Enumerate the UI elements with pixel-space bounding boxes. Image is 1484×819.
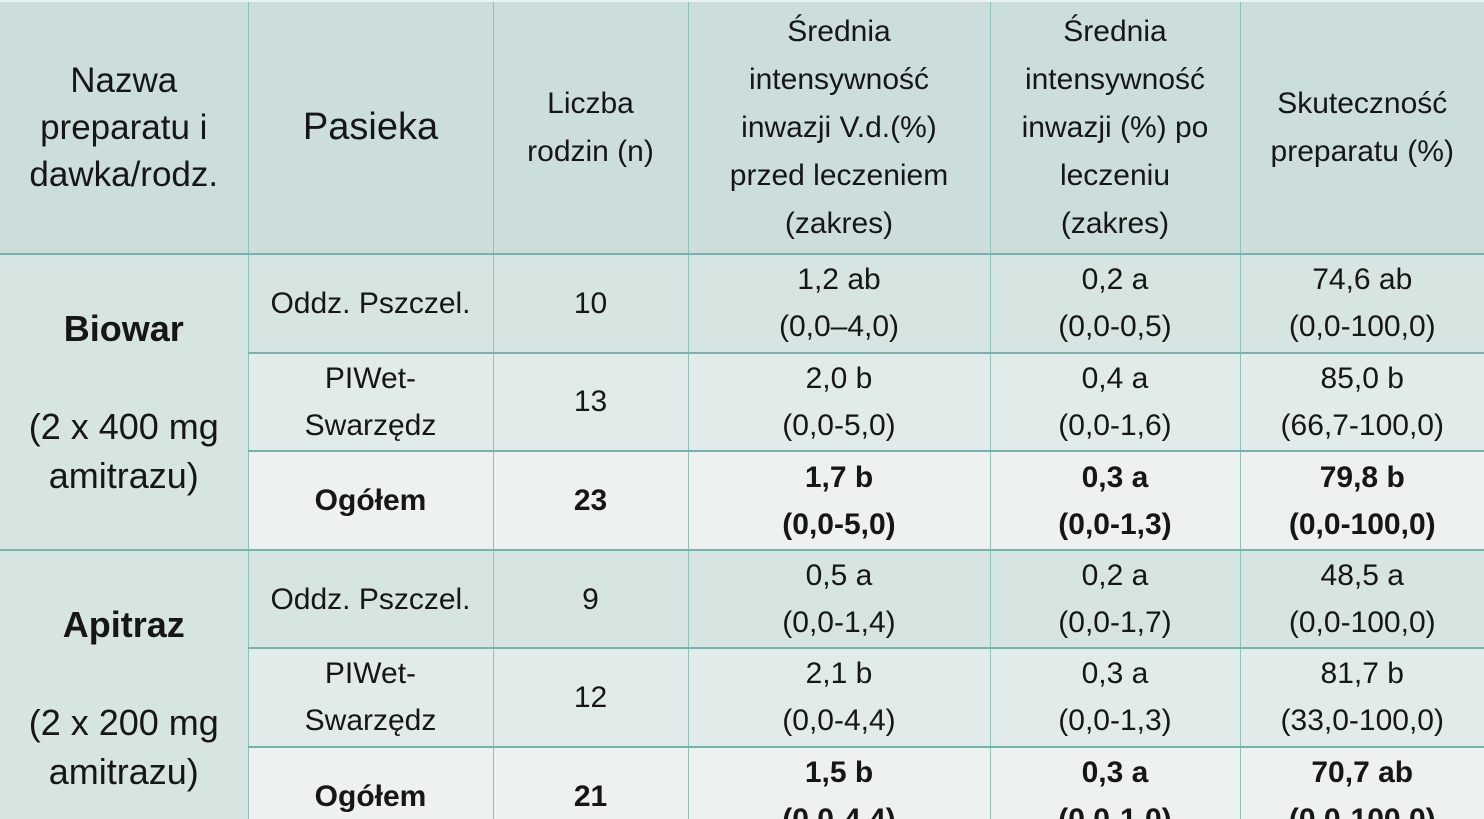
cell-before: 2,1 b (0,0-4,4)	[688, 648, 991, 748]
group-name-biowar: Biowar	[63, 308, 184, 349]
cell-n: 10	[493, 254, 689, 354]
cell-efficacy: 74,6 ab (0,0-100,0)	[1240, 254, 1484, 354]
table-row-biowar-piwet: PIWet- Swarzędz 13 2,0 b (0,0-5,0) 0,4 a…	[0, 352, 1484, 453]
cell-efficacy: 48,5 a (0,0-100,0)	[1240, 550, 1484, 650]
group-cell-biowar: Biowar (2 x 400 mg amitrazu)	[0, 254, 249, 551]
table-row-apitraz-total: Ogółem 21 1,5 b (0,0-4,4) 0,3 a (0,0-1,0…	[0, 746, 1484, 819]
cell-after: 0,4 a (0,0-1,6)	[990, 352, 1241, 453]
header-intensity-after: Średnia intensywność inwazji (%) po lecz…	[990, 1, 1241, 255]
cell-pasieka: Ogółem	[248, 746, 494, 819]
header-skutecznosc: Skuteczność preparatu (%)	[1240, 1, 1484, 255]
cell-before: 1,5 b (0,0-4,4)	[688, 746, 991, 819]
cell-before: 1,2 ab (0,0–4,0)	[688, 254, 991, 354]
table-row-apitraz-oddz: Apitraz (2 x 200 mg amitrazu) Oddz. Pszc…	[0, 550, 1484, 819]
group-dose-biowar: (2 x 400 mg amitrazu)	[28, 406, 219, 496]
cell-before: 2,0 b (0,0-5,0)	[688, 352, 991, 453]
cell-pasieka: Oddz. Pszczel.	[248, 550, 494, 650]
cell-after: 0,3 a (0,0-1,3)	[990, 451, 1241, 551]
cell-efficacy: 81,7 b (33,0-100,0)	[1240, 648, 1484, 748]
cell-before: 0,5 a (0,0-1,4)	[688, 550, 991, 650]
table-row-apitraz-piwet: PIWet- Swarzędz 12 2,1 b (0,0-4,4) 0,3 a…	[0, 648, 1484, 748]
cell-efficacy: 79,8 b (0,0-100,0)	[1240, 451, 1484, 551]
group-dose-apitraz: (2 x 200 mg amitrazu)	[28, 702, 219, 792]
group-name-apitraz: Apitraz	[62, 604, 185, 645]
cell-n: 13	[493, 352, 689, 453]
cell-n: 21	[493, 746, 689, 819]
table-row-biowar-oddz: Biowar (2 x 400 mg amitrazu) Oddz. Pszcz…	[0, 254, 1484, 551]
header-intensity-before: Średnia intensywność inwazji V.d.(%) prz…	[688, 1, 991, 255]
group-cell-apitraz: Apitraz (2 x 200 mg amitrazu)	[0, 550, 249, 819]
table-header-row: Nazwa preparatu i dawka/rodz. Pasieka Li…	[0, 1, 1484, 255]
header-pasieka: Pasieka	[248, 1, 494, 255]
cell-pasieka: PIWet- Swarzędz	[248, 352, 494, 453]
header-name-dose: Nazwa preparatu i dawka/rodz.	[0, 1, 249, 255]
cell-n: 9	[493, 550, 689, 650]
cell-pasieka: Oddz. Pszczel.	[248, 254, 494, 354]
cell-efficacy: 85,0 b (66,7-100,0)	[1240, 352, 1484, 453]
header-liczba-rodzin: Liczba rodzin (n)	[493, 1, 689, 255]
cell-after: 0,3 a (0,0-1,0)	[990, 746, 1241, 819]
cell-efficacy: 70,7 ab (0,0-100,0)	[1240, 746, 1484, 819]
cell-after: 0,2 a (0,0-0,5)	[990, 254, 1241, 354]
cell-pasieka: PIWet- Swarzędz	[248, 648, 494, 748]
cell-after: 0,2 a (0,0-1,7)	[990, 550, 1241, 650]
cell-pasieka: Ogółem	[248, 451, 494, 551]
cell-after: 0,3 a (0,0-1,3)	[990, 648, 1241, 748]
cell-n: 23	[493, 451, 689, 551]
table-row-biowar-total: Ogółem 23 1,7 b (0,0-5,0) 0,3 a (0,0-1,3…	[0, 451, 1484, 551]
cell-n: 12	[493, 648, 689, 748]
cell-before: 1,7 b (0,0-5,0)	[688, 451, 991, 551]
